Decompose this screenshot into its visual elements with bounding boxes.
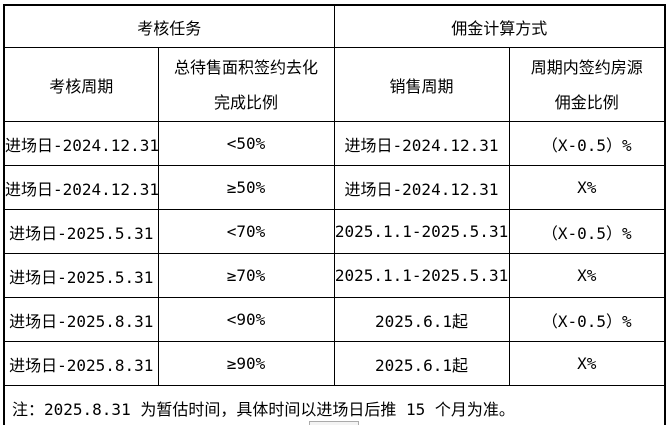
- cell-completion-ratio: ≥70%: [157, 253, 335, 298]
- table-row: 进场日-2025.5.31 ≥70% 2025.1.1-2025.5.31 X%: [3, 253, 666, 298]
- cell-commission-ratio: X%: [508, 253, 666, 298]
- cell-sales-period: 进场日-2024.12.31: [333, 121, 510, 166]
- header-completion-ratio-line1: 总待售面积签约去化: [174, 57, 319, 77]
- table-note-row: 注：2025.8.31 为暂估时间，具体时间以进场日后推 15 个月为准。: [3, 385, 666, 425]
- cell-assessment-period: 进场日-2025.8.31: [3, 297, 159, 342]
- cell-commission-ratio: （X-0.5）%: [508, 297, 666, 342]
- table-header-row-1: 考核任务 佣金计算方式: [3, 4, 666, 48]
- header-commission-ratio-line1: 周期内签约房源: [530, 57, 643, 77]
- cell-sales-period: 2025.6.1起: [333, 341, 510, 386]
- cell-commission-ratio: X%: [508, 165, 666, 210]
- table-header-row-2: 考核周期 总待售面积签约去化 完成比例 销售周期 周期内签约房源 佣金比例: [3, 47, 666, 122]
- cell-assessment-period: 进场日-2025.8.31: [3, 341, 159, 386]
- cell-completion-ratio: <90%: [157, 297, 335, 342]
- cell-sales-period: 进场日-2024.12.31: [333, 165, 510, 210]
- header-assessment-period: 考核周期: [3, 47, 159, 122]
- cell-assessment-period: 进场日-2024.12.31: [3, 121, 159, 166]
- table-row: 进场日-2025.8.31 ≥90% 2025.6.1起 X%: [3, 341, 666, 386]
- table-note: 注：2025.8.31 为暂估时间，具体时间以进场日后推 15 个月为准。: [3, 385, 666, 425]
- commission-table: 考核任务 佣金计算方式 考核周期 总待售面积签约去化 完成比例 销售周期 周期内…: [3, 4, 667, 425]
- horizontal-scrollbar-thumb-partial[interactable]: [309, 421, 359, 425]
- header-sales-period: 销售周期: [333, 47, 510, 122]
- table-row: 进场日-2025.5.31 <70% 2025.1.1-2025.5.31 （X…: [3, 209, 666, 254]
- cell-sales-period: 2025.1.1-2025.5.31: [333, 253, 510, 298]
- table-row: 进场日-2025.8.31 <90% 2025.6.1起 （X-0.5）%: [3, 297, 666, 342]
- header-commission-method: 佣金计算方式: [333, 4, 666, 48]
- cell-assessment-period: 进场日-2025.5.31: [3, 253, 159, 298]
- cell-commission-ratio: （X-0.5）%: [508, 209, 666, 254]
- cell-completion-ratio: ≥50%: [157, 165, 335, 210]
- cell-completion-ratio: <70%: [157, 209, 335, 254]
- cell-completion-ratio: ≥90%: [157, 341, 335, 386]
- cell-assessment-period: 进场日-2025.5.31: [3, 209, 159, 254]
- header-completion-ratio: 总待售面积签约去化 完成比例: [157, 47, 335, 122]
- cell-commission-ratio: X%: [508, 341, 666, 386]
- cell-sales-period: 2025.6.1起: [333, 297, 510, 342]
- cell-completion-ratio: <50%: [157, 121, 335, 166]
- cell-sales-period: 2025.1.1-2025.5.31: [333, 209, 510, 254]
- header-commission-ratio: 周期内签约房源 佣金比例: [508, 47, 666, 122]
- table-row: 进场日-2024.12.31 <50% 进场日-2024.12.31 （X-0.…: [3, 121, 666, 166]
- cell-assessment-period: 进场日-2024.12.31: [3, 165, 159, 210]
- header-completion-ratio-line2: 完成比例: [214, 92, 279, 112]
- cell-commission-ratio: （X-0.5）%: [508, 121, 666, 166]
- header-commission-ratio-line2: 佣金比例: [554, 92, 619, 112]
- header-assessment-task: 考核任务: [3, 4, 335, 48]
- table-row: 进场日-2024.12.31 ≥50% 进场日-2024.12.31 X%: [3, 165, 666, 210]
